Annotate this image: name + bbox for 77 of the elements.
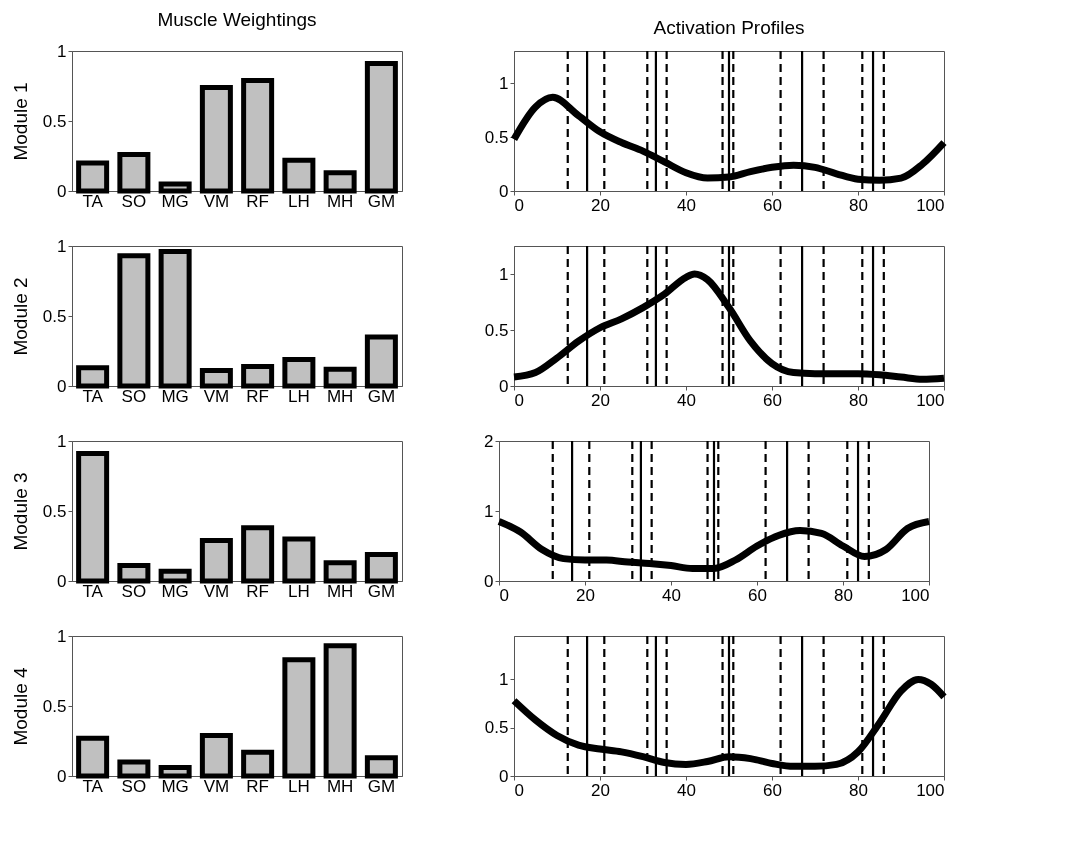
y-tick-label: 0.5 (42, 306, 67, 326)
chart-title: Muscle Weightings (157, 9, 317, 30)
x-tick-label: 100 (916, 390, 945, 410)
x-tick-label: 20 (591, 780, 610, 800)
y-axis-title: Module 2 (9, 277, 31, 356)
x-tick-label: 40 (677, 780, 696, 800)
y-tick-label: 1 (499, 73, 509, 93)
x-tick-label: LH (288, 581, 310, 601)
x-tick-label: RF (246, 776, 269, 796)
x-tick-label: TA (82, 191, 104, 211)
x-tick-label: TA (82, 581, 104, 601)
x-tick-label: VM (203, 386, 230, 406)
x-tick-label: MH (326, 191, 354, 211)
x-tick-label: 60 (763, 780, 782, 800)
x-tick-label: MG (161, 191, 189, 211)
x-tick-label: 20 (591, 390, 610, 410)
x-tick-label: 80 (834, 585, 853, 605)
y-tick-label: 1 (57, 431, 67, 451)
y-axis-title: Module 3 (9, 472, 31, 551)
y-tick-label: 0.5 (484, 718, 509, 738)
x-tick-label: 80 (849, 780, 868, 800)
x-tick-label: VM (203, 776, 230, 796)
x-tick-label: GM (367, 386, 396, 406)
y-axis-title: Module 4 (9, 666, 31, 746)
x-tick-label: 40 (677, 390, 696, 410)
x-tick-label: 20 (576, 585, 595, 605)
x-tick-label: 100 (901, 585, 930, 605)
x-tick-label: 80 (849, 390, 868, 410)
x-tick-label: 80 (849, 195, 868, 215)
x-tick-label: 40 (662, 585, 681, 605)
y-tick-label: 0.5 (42, 501, 67, 521)
y-tick-label: 2 (484, 431, 494, 451)
x-tick-label: SO (121, 191, 147, 211)
x-tick-label: RF (246, 386, 269, 406)
chart-title: Activation Profiles (653, 16, 805, 38)
x-tick-label: SO (121, 386, 147, 406)
x-tick-label: 0 (514, 390, 524, 410)
x-tick-label: VM (203, 581, 230, 601)
x-tick-label: RF (246, 191, 269, 211)
x-tick-label: SO (121, 581, 147, 601)
y-tick-label: 1 (57, 236, 67, 256)
y-tick-label: 0.5 (42, 696, 67, 716)
x-tick-label: TA (82, 386, 104, 406)
x-tick-label: MH (326, 386, 354, 406)
x-tick-label: MH (326, 776, 354, 796)
x-tick-label: 0 (514, 195, 524, 215)
y-tick-label: 0.5 (42, 111, 67, 131)
y-tick-label: 1 (499, 669, 509, 689)
y-tick-label: 0.5 (484, 320, 509, 340)
x-tick-label: TA (82, 776, 104, 796)
y-tick-label: 0.5 (484, 127, 509, 147)
x-tick-label: GM (367, 191, 396, 211)
x-tick-label: 60 (763, 195, 782, 215)
x-tick-label: MG (161, 776, 189, 796)
x-tick-label: RF (246, 581, 269, 601)
x-tick-label: MG (161, 581, 189, 601)
y-tick-label: 1 (484, 501, 494, 521)
x-tick-label: VM (203, 191, 230, 211)
x-tick-label: 100 (916, 195, 945, 215)
x-tick-label: 60 (763, 390, 782, 410)
x-tick-label: LH (288, 776, 310, 796)
x-tick-label: MG (161, 386, 189, 406)
y-tick-label: 1 (57, 41, 67, 61)
x-tick-label: LH (288, 386, 310, 406)
x-tick-label: GM (367, 776, 396, 796)
x-tick-label: MH (326, 581, 354, 601)
x-tick-label: LH (288, 191, 310, 211)
x-tick-label: 100 (916, 780, 945, 800)
y-tick-label: 1 (499, 264, 509, 284)
y-axis-title: Module 1 (9, 82, 31, 161)
x-tick-label: 40 (677, 195, 696, 215)
x-tick-label: SO (121, 776, 147, 796)
x-tick-label: 20 (591, 195, 610, 215)
x-tick-label: GM (367, 581, 396, 601)
y-tick-label: 1 (57, 626, 67, 646)
x-tick-label: 0 (514, 780, 524, 800)
x-tick-label: 60 (748, 585, 767, 605)
